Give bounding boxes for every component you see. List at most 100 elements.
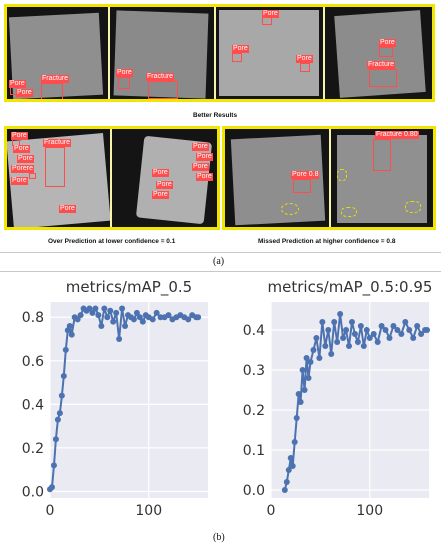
- data-point: [316, 355, 323, 361]
- data-point: [50, 462, 57, 469]
- data-point: [56, 410, 63, 417]
- ytick-label: 0.2: [243, 403, 265, 419]
- ytick-label: 0.4: [22, 397, 44, 413]
- data-point: [281, 487, 288, 493]
- data-point: [130, 316, 137, 323]
- data-point: [74, 316, 81, 323]
- detection-label: Pore: [13, 145, 30, 153]
- detection-label: Pore: [152, 191, 169, 199]
- data-point: [92, 305, 99, 312]
- detection-box: [45, 147, 65, 187]
- data-point: [58, 392, 65, 399]
- ytick-label: 0.4: [243, 323, 265, 339]
- detection-label: Pore: [17, 155, 34, 163]
- annotation-outline: [405, 201, 421, 213]
- data-point: [374, 339, 381, 345]
- data-point: [410, 335, 417, 341]
- data-point: [153, 309, 160, 316]
- data-point: [62, 346, 69, 353]
- detection-label: Pore: [192, 143, 209, 151]
- data-point: [378, 323, 385, 329]
- detection-label: Pore: [196, 153, 213, 161]
- xray-tile-3: Pore Pore Pore: [216, 7, 323, 99]
- sample-region: [230, 134, 326, 226]
- xtick-label: 100: [135, 503, 162, 519]
- data-point: [149, 316, 156, 323]
- detection-label: Fracture 0.80: [375, 131, 419, 139]
- annotation-outline: [281, 203, 299, 215]
- xray-tile-7: Pore 0.8: [225, 129, 329, 227]
- data-point: [101, 305, 108, 312]
- detection-label: Pore: [296, 55, 313, 63]
- chart-map50-95: 0.0 0.1 0.2 0.3 0.4 0 100 metrics/mAP_0.5:0.95: [243, 278, 433, 519]
- data-point: [382, 327, 389, 333]
- data-point: [299, 367, 306, 373]
- xtick-label: 0: [267, 503, 276, 519]
- data-point: [305, 375, 312, 381]
- detection-label: Pore: [16, 89, 33, 97]
- detection-box: [232, 53, 242, 62]
- data-point: [60, 373, 67, 380]
- data-point: [185, 316, 192, 323]
- data-point: [322, 343, 329, 349]
- data-point: [331, 319, 338, 325]
- detection-label: Pore: [11, 132, 28, 140]
- data-point: [394, 327, 401, 333]
- detection-label: Pore: [192, 163, 209, 171]
- detection-label: Fracture: [41, 75, 70, 83]
- data-point: [293, 415, 300, 421]
- data-point: [283, 479, 290, 485]
- detection-box: [373, 139, 391, 171]
- data-point: [66, 322, 73, 329]
- data-point: [48, 484, 55, 491]
- data-point: [195, 314, 202, 321]
- ytick-label: 0.0: [243, 483, 265, 499]
- data-point: [390, 323, 397, 329]
- xtick-label: 100: [356, 503, 383, 519]
- data-point: [398, 331, 405, 337]
- data-point: [295, 391, 302, 397]
- data-point: [77, 312, 84, 319]
- xray-tile-1: Pore Pore Fracture: [7, 7, 108, 99]
- data-point: [325, 327, 332, 333]
- data-point: [68, 331, 75, 338]
- ytick-label: 0.3: [243, 363, 265, 379]
- data-point: [119, 305, 126, 312]
- plot-area: [50, 302, 208, 498]
- data-point: [307, 359, 314, 365]
- data-point: [337, 311, 344, 317]
- ytick-label: 0.8: [22, 310, 44, 326]
- data-point: [86, 305, 93, 312]
- chart-title: metrics/mAP_0.5: [66, 278, 192, 297]
- data-point: [363, 327, 370, 333]
- data-point: [291, 439, 298, 445]
- data-point: [303, 355, 310, 361]
- data-point: [54, 416, 61, 423]
- data-point: [334, 339, 341, 345]
- xtick-label: 0: [46, 503, 55, 519]
- xray-tile-5: Pore Fracture Pore Pore Porere Pore Pore: [7, 129, 110, 227]
- data-point: [328, 351, 335, 357]
- data-point: [366, 335, 373, 341]
- detection-box: [262, 17, 272, 25]
- chart-map50: 0.0 0.2 0.4 0.6 0.8 0 100 metrics/mAP_0.5: [22, 278, 208, 519]
- annotation-outline: [337, 169, 347, 181]
- detection-box: [293, 179, 311, 193]
- ytick-label: 0.2: [22, 441, 44, 457]
- detection-label: Porere: [11, 165, 35, 173]
- data-point: [319, 319, 326, 325]
- data-point: [424, 327, 431, 333]
- detection-box: [41, 83, 63, 99]
- top-row-caption: Better Results: [193, 112, 238, 119]
- xray-tile-6: Pore Pore Pore Pore Pore Pore Pore: [112, 129, 217, 227]
- data-point: [98, 322, 105, 329]
- data-point: [297, 399, 304, 405]
- ytick-label: 0.6: [22, 354, 44, 370]
- detection-label: Fracture: [43, 139, 72, 147]
- data-point: [360, 343, 367, 349]
- detection-box: [300, 63, 310, 72]
- data-point: [370, 331, 377, 337]
- ytick-label: 0.0: [22, 484, 44, 500]
- data-point: [346, 343, 353, 349]
- data-point: [52, 436, 59, 443]
